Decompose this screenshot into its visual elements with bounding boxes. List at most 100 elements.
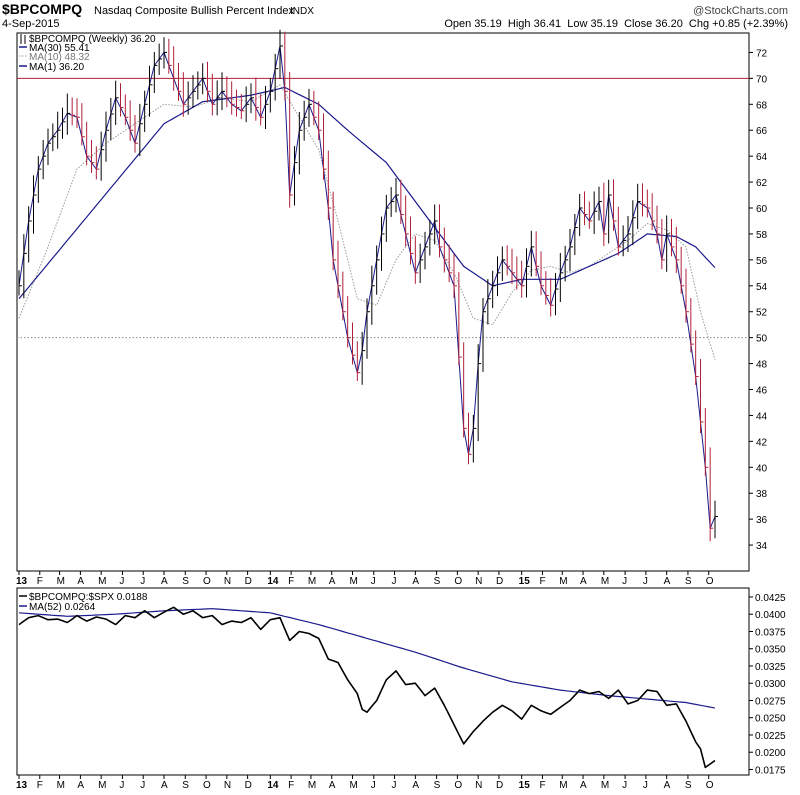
price-bar xyxy=(410,216,414,265)
price-bar xyxy=(603,182,607,247)
price-bar xyxy=(651,193,656,231)
legend-ma30: MA(30) 55.41 xyxy=(29,43,90,54)
x-tick-label: F xyxy=(288,780,294,791)
price-bar xyxy=(579,193,583,237)
lower-panel-frame xyxy=(16,587,750,776)
price-bar xyxy=(124,94,129,126)
price-bar xyxy=(704,408,709,476)
x-tick-label: 13 xyxy=(16,576,28,587)
x-tick-label: O xyxy=(706,576,714,587)
price-bar xyxy=(81,103,85,146)
legend-ma52: MA(52) 0.0264 xyxy=(29,602,96,613)
price-bar xyxy=(487,279,491,325)
price-bar xyxy=(545,271,549,305)
x-tick-label: 14 xyxy=(267,576,279,587)
price-bar xyxy=(265,86,269,130)
y-tick-label: 0.0275 xyxy=(755,696,786,707)
lower-legend: $BPCOMPQ:$SPX 0.0188 MA(52) 0.0264 xyxy=(19,592,148,613)
price-bar xyxy=(158,43,163,75)
price-bar xyxy=(608,179,612,244)
price-bar xyxy=(202,63,206,95)
x-tick-label: J xyxy=(392,780,397,791)
y-tick-label: 64 xyxy=(756,152,768,163)
y-tick-label: 68 xyxy=(756,100,768,111)
price-bar xyxy=(62,107,66,139)
y-tick-label: 34 xyxy=(756,541,768,552)
price-bar xyxy=(134,115,138,153)
y-tick-label: 60 xyxy=(756,204,768,215)
y-tick-label: 50 xyxy=(756,334,768,345)
price-bar xyxy=(443,227,448,273)
price-bar xyxy=(23,234,27,299)
price-bar xyxy=(163,37,167,69)
price-bar xyxy=(323,113,327,180)
x-tick-label: S xyxy=(182,780,189,791)
price-bar xyxy=(434,204,438,245)
price-bar xyxy=(709,447,714,542)
x-tick-label: A xyxy=(580,780,587,791)
price-bar xyxy=(559,252,564,302)
price-bar xyxy=(419,243,424,284)
x-tick-label: N xyxy=(224,780,231,791)
x-tick-label: 13 xyxy=(16,780,28,791)
price-bar xyxy=(356,341,361,382)
x-tick-label: A xyxy=(77,576,84,587)
price-bar xyxy=(332,191,337,271)
x-tick-label: M xyxy=(601,780,609,791)
price-bar xyxy=(284,31,288,101)
y-tick-label: 0.0350 xyxy=(755,645,786,656)
x-tick-label: A xyxy=(664,576,671,587)
index-name: Nasdaq Composite Bullish Percent Index xyxy=(94,5,294,17)
price-bar xyxy=(511,248,515,285)
x-tick-label: 15 xyxy=(519,576,531,587)
price-bar xyxy=(28,206,32,263)
x-tick-label: A xyxy=(580,576,587,587)
price-bar xyxy=(337,240,341,299)
price-bar xyxy=(448,244,453,283)
x-tick-label: A xyxy=(412,780,419,791)
price-bar xyxy=(569,228,573,272)
symbol-title: $BPCOMPQ xyxy=(2,1,82,17)
price-bar xyxy=(178,63,182,101)
y-tick-label: 0.0225 xyxy=(755,731,786,742)
y-tick-label: 72 xyxy=(756,48,768,59)
price-bar xyxy=(714,500,718,539)
x-tick-label: S xyxy=(685,780,692,791)
y-tick-label: 66 xyxy=(756,126,768,137)
price-bar xyxy=(76,98,80,129)
x-tick-label: N xyxy=(475,576,482,587)
price-bar xyxy=(313,91,317,126)
x-tick-label: M xyxy=(308,576,316,587)
price-bar xyxy=(236,89,240,117)
price-bar xyxy=(463,342,467,438)
price-bar xyxy=(666,215,670,272)
y-tick-label: 36 xyxy=(756,515,768,526)
legend-ma10: MA(10) 48.32 xyxy=(29,52,90,63)
price-bar xyxy=(642,183,646,217)
x-tick-label: O xyxy=(454,576,462,587)
price-bar xyxy=(516,256,520,290)
price-bar xyxy=(613,179,617,231)
y-tick-label: 70 xyxy=(756,74,768,85)
price-bar xyxy=(637,183,641,230)
x-tick-label: M xyxy=(308,780,316,791)
price-bar xyxy=(564,245,569,282)
watermark: @StockCharts.com xyxy=(693,5,788,17)
price-bar xyxy=(318,101,322,141)
price-bar xyxy=(66,93,71,135)
price-bar xyxy=(168,38,172,74)
y-tick-label: 0.0175 xyxy=(755,765,786,776)
price-bar xyxy=(115,80,119,125)
y-tick-label: 48 xyxy=(756,360,768,371)
price-bar xyxy=(33,175,37,234)
x-tick-label: A xyxy=(412,576,419,587)
price-bar xyxy=(521,260,525,298)
x-tick-label: J xyxy=(643,780,648,791)
price-bar xyxy=(535,231,540,277)
price-bar xyxy=(57,111,61,149)
y-tick-label: 52 xyxy=(756,308,768,319)
price-bar xyxy=(390,187,395,217)
y-tick-label: 42 xyxy=(756,437,768,448)
price-bar xyxy=(289,72,293,208)
